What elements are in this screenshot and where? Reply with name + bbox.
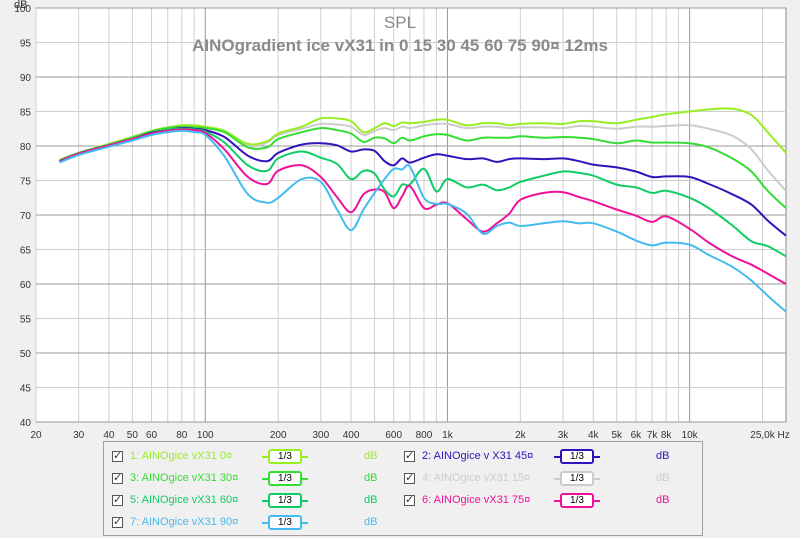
- series-7-smoothing-button[interactable]: 1/3: [262, 514, 308, 532]
- series-6-smoothing-button[interactable]: 1/3: [554, 492, 600, 510]
- y-tick-label: 45: [20, 384, 32, 395]
- x-tick-label: 1k: [442, 430, 454, 440]
- series-1-line: [59, 107, 787, 161]
- x-tick-label: 400: [343, 430, 360, 440]
- x-tick-label: 7k: [647, 430, 659, 440]
- spl-chart: 40 45 50 55 60 65 70 75 80 85 90 95 100 20 30 40 50 60 80 1…: [14, 0, 790, 440]
- y-tick-label: 55: [20, 315, 32, 326]
- series-6-label: 6: AINOgice vX31 75¤: [422, 494, 531, 506]
- series-5-smoothing-button[interactable]: 1/3: [262, 492, 308, 510]
- series-3-smoothing-button[interactable]: 1/3: [262, 470, 308, 488]
- series-7-checkbox[interactable]: [112, 515, 123, 528]
- series-3-label: 3: AINOgice vX31 30¤: [130, 472, 239, 484]
- tick-labels: 40 45 50 55 60 65 70 75 80 85 90 95 100 20 30 40 50 60 80 1…: [14, 4, 789, 440]
- y-tick-label: 100: [14, 4, 31, 15]
- series-4-unit: dB: [656, 472, 670, 484]
- series-7-label: 7: AINOgice vX31 90¤: [130, 516, 239, 528]
- series-1-checkbox[interactable]: [112, 449, 123, 462]
- x-tick-label: 60: [146, 430, 158, 440]
- x-tick-label: 25,0k Hz: [750, 430, 789, 440]
- series-1-unit: dB: [364, 450, 378, 462]
- legend-panel: 1: AINOgice vX31 0¤ 1/3 dB 2: AINOgice v…: [103, 441, 703, 536]
- x-tick-label: 4k: [588, 430, 600, 440]
- y-tick-label: 75: [20, 177, 32, 188]
- x-tick-label: 40: [103, 430, 115, 440]
- series-6-unit: dB: [656, 494, 670, 506]
- y-tick-label: 85: [20, 108, 32, 119]
- y-tick-label: 80: [20, 142, 32, 153]
- x-tick-label: 10k: [682, 430, 699, 440]
- x-tick-label: 2k: [515, 430, 527, 440]
- series-5-label: 5: AINOgice vX31 60¤: [130, 494, 239, 506]
- series-6-line: [59, 128, 787, 285]
- series-5-checkbox[interactable]: [112, 493, 123, 506]
- y-tick-label: 90: [20, 73, 32, 84]
- y-tick-label: 95: [20, 39, 32, 50]
- y-axis-unit: dB: [14, 0, 27, 11]
- series-2-smoothing-button[interactable]: 1/3: [554, 448, 600, 466]
- x-tick-label: 3k: [558, 430, 570, 440]
- series-1-smoothing-button[interactable]: 1/3: [262, 448, 308, 466]
- x-tick-label: 50: [127, 430, 139, 440]
- series-1-label: 1: AINOgice vX31 0¤: [130, 450, 233, 462]
- y-tick-label: 60: [20, 280, 32, 291]
- y-tick-label: 50: [20, 349, 32, 360]
- y-tick-label: 65: [20, 246, 32, 257]
- x-tick-label: 200: [270, 430, 287, 440]
- x-tick-label: 600: [385, 430, 402, 440]
- y-tick-label: 40: [20, 418, 32, 429]
- x-tick-label: 8k: [661, 430, 673, 440]
- grid: [35, 7, 786, 423]
- series-3-unit: dB: [364, 472, 378, 484]
- series-2-unit: dB: [656, 450, 670, 462]
- series-4-checkbox[interactable]: [404, 471, 415, 484]
- x-tick-label: 20: [30, 430, 42, 440]
- series-2-label: 2: AINOgice v X31 45¤: [422, 450, 534, 462]
- x-tick-label: 6k: [631, 430, 643, 440]
- series-lines: [59, 107, 787, 313]
- series-7-unit: dB: [364, 516, 378, 528]
- series-3-checkbox[interactable]: [112, 471, 123, 484]
- chart-title: SPL: [384, 13, 416, 32]
- series-3-line: [59, 125, 787, 209]
- x-tick-label: 30: [73, 430, 85, 440]
- x-tick-label: 5k: [611, 430, 623, 440]
- x-tick-label: 100: [197, 430, 214, 440]
- series-7-line: [59, 129, 787, 313]
- x-tick-label: 800: [416, 430, 433, 440]
- series-6-checkbox[interactable]: [404, 493, 415, 506]
- series-4-label: 4: AINOgice vX31 15¤: [422, 472, 531, 484]
- series-4-smoothing-button[interactable]: 1/3: [554, 470, 600, 488]
- series-2-checkbox[interactable]: [404, 449, 415, 462]
- y-tick-label: 70: [20, 211, 32, 222]
- x-tick-label: 300: [312, 430, 329, 440]
- x-tick-label: 80: [176, 430, 188, 440]
- series-5-unit: dB: [364, 494, 378, 506]
- chart-subtitle: AINOgradient ice vX31 in 0 15 30 45 60 7…: [192, 36, 608, 55]
